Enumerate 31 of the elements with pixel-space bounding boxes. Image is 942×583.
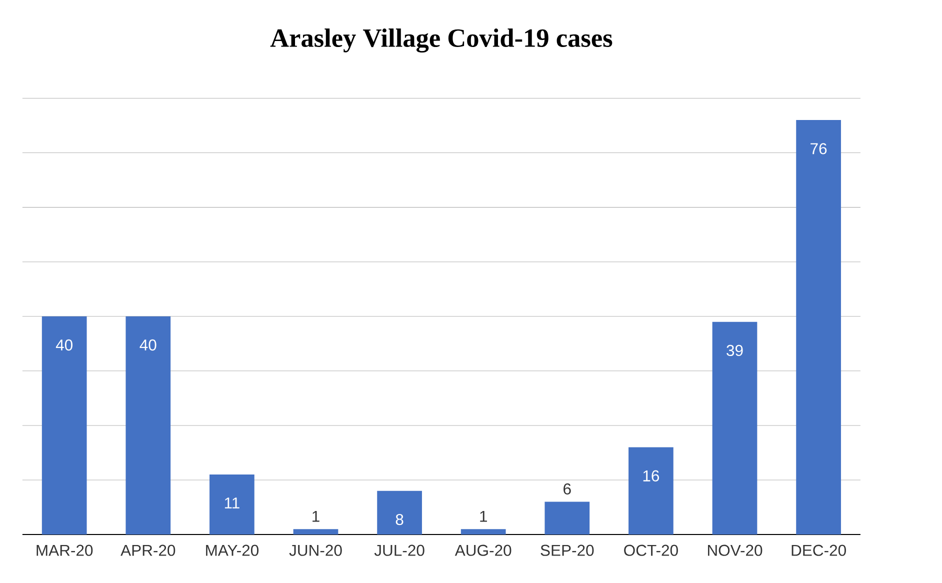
chart-title: Arasley Village Covid-19 cases <box>270 28 612 52</box>
x-tick-label: DEC-20 <box>792 544 846 556</box>
x-tick-label: OCT-20 <box>624 544 678 556</box>
data-label: 40 <box>56 339 72 351</box>
data-label: 6 <box>564 483 571 494</box>
bar <box>42 316 87 534</box>
bar <box>126 316 171 534</box>
bar <box>377 490 422 534</box>
x-tick-label: JUL-20 <box>374 544 424 556</box>
data-label: 8 <box>396 514 404 526</box>
x-tick-label: MAY-20 <box>206 544 259 556</box>
x-tick-label: JUN-20 <box>289 544 342 556</box>
data-label: 39 <box>726 344 743 356</box>
bar <box>544 502 590 534</box>
bar <box>712 322 758 534</box>
bar <box>628 447 674 534</box>
data-label: 1 <box>480 510 487 522</box>
bar <box>796 120 841 534</box>
bar <box>210 474 254 534</box>
x-tick-label: AUG-20 <box>454 544 512 556</box>
x-tick-label: MAR-20 <box>36 544 93 556</box>
x-tick-label: APR-20 <box>120 544 176 556</box>
x-tick-label: SEP-20 <box>540 544 594 556</box>
bar <box>460 529 506 534</box>
data-label: 40 <box>140 339 156 351</box>
x-tick-label: NOV-20 <box>708 544 762 556</box>
data-label: 11 <box>224 498 240 508</box>
bar <box>293 529 338 534</box>
data-label: 1 <box>312 510 320 522</box>
data-label: 16 <box>643 470 660 482</box>
data-label: 76 <box>810 143 827 154</box>
